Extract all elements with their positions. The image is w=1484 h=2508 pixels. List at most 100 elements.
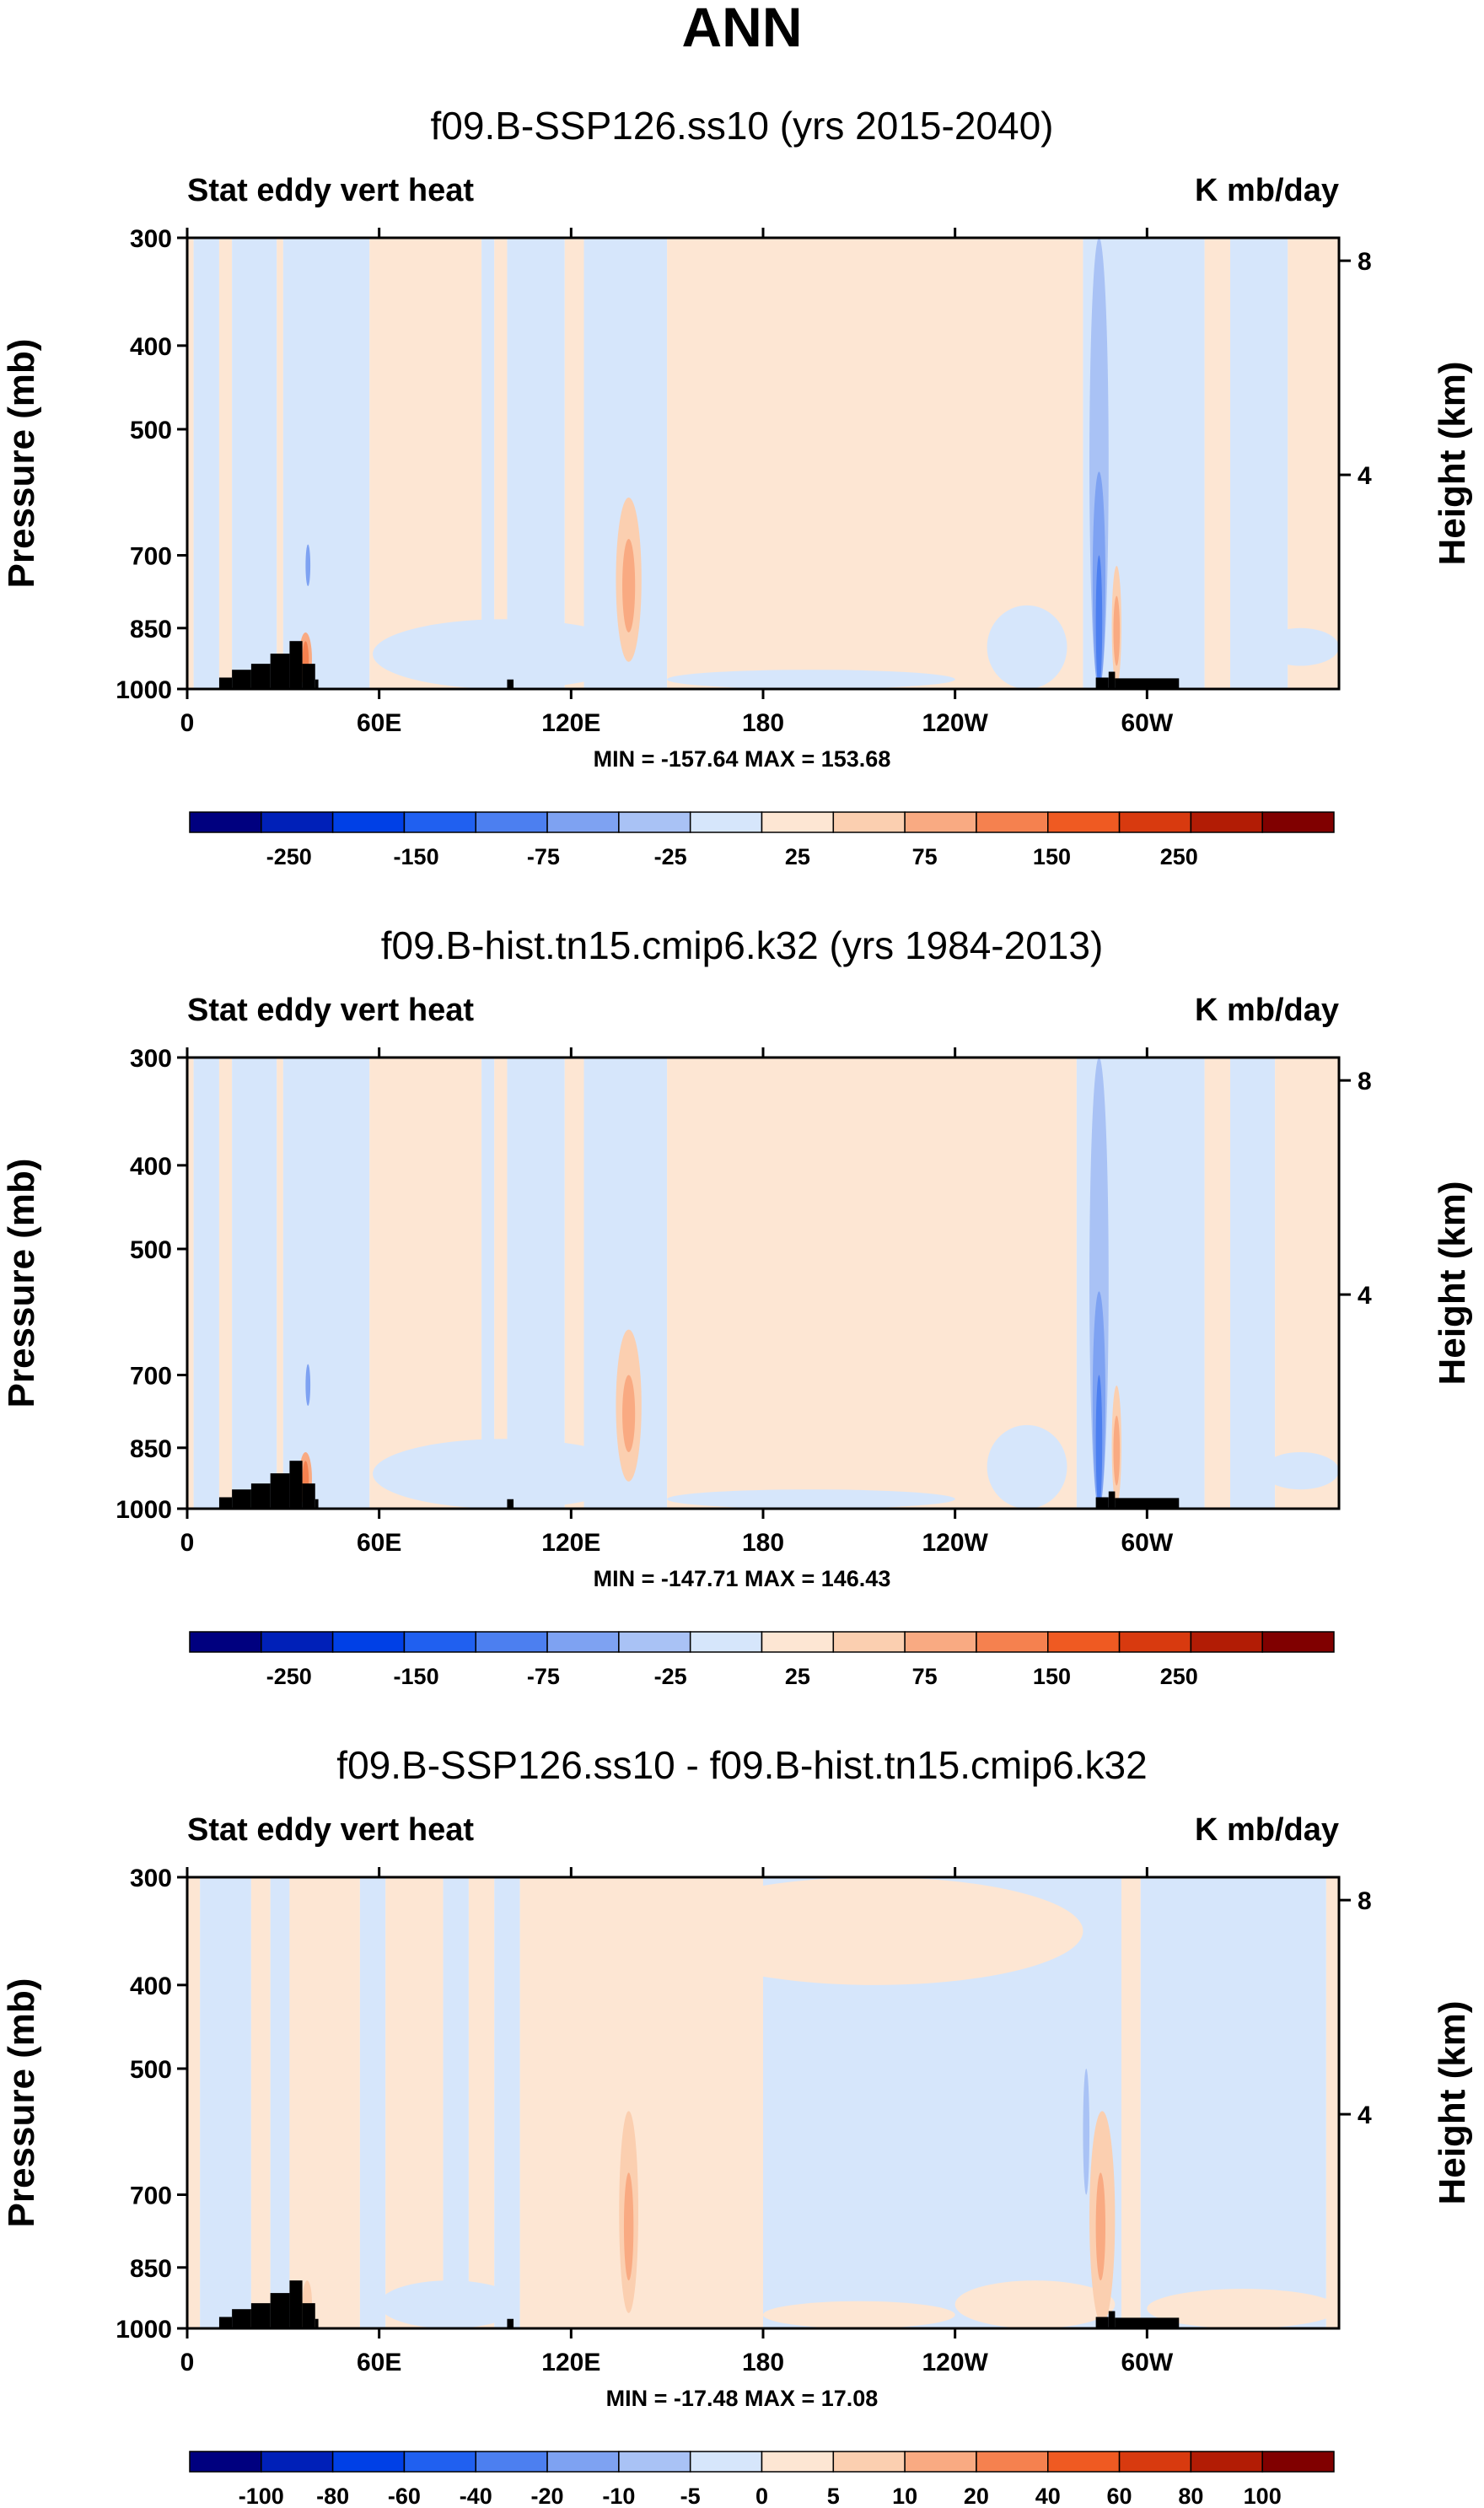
units-label: K mb/day (1195, 1812, 1339, 1848)
colorbar-swatch (261, 1631, 334, 1653)
variable-label: Stat eddy vert heat (187, 993, 474, 1028)
colorbar-swatch (546, 1631, 620, 1653)
colorbar-swatch (1261, 811, 1335, 833)
contour-band (250, 1877, 271, 2328)
topography-mask (507, 1499, 514, 1509)
contour-band (494, 1058, 508, 1509)
figure-title: ANN (682, 0, 803, 58)
contour-band (193, 238, 219, 689)
height-tick-label: 4 (1358, 2102, 1372, 2129)
contour-band (187, 1058, 194, 1509)
contour-feature (1113, 1415, 1121, 1486)
contour-band (1275, 1058, 1339, 1509)
colorbar-label: 150 (1033, 844, 1071, 869)
topography-mask (1115, 678, 1180, 689)
contour-feature (763, 2301, 955, 2328)
colorbar-swatch (761, 811, 835, 833)
colorbar-swatch (832, 811, 906, 833)
panel-subtitle: f09.B-SSP126.ss10 (yrs 2015-2040) (431, 104, 1054, 148)
x-tick-label: 120E (541, 2349, 600, 2376)
colorbar-label: -150 (394, 1664, 439, 1689)
colorbar-swatch (189, 811, 262, 833)
panels: f09.B-SSP126.ss10 (yrs 2015-2040) Stat ed… (1, 104, 1473, 2508)
colorbar-label: -75 (527, 1664, 560, 1689)
topography-mask (1108, 671, 1116, 689)
height-axis-label: Height (km) (1432, 2001, 1473, 2205)
panel-1: f09.B-SSP126.ss10 (yrs 2015-2040) Stat ed… (1, 104, 1473, 869)
contour-band (507, 238, 565, 689)
topography-mask (315, 2318, 319, 2328)
contour-feature (1083, 2068, 1090, 2195)
topography-mask (270, 1473, 290, 1509)
x-tick-label: 0 (180, 2349, 195, 2376)
y-tick-label: 700 (130, 543, 172, 571)
contour-feature (1095, 1375, 1103, 1509)
min-max-readout: MIN = -17.48 MAX = 17.08 (606, 2386, 879, 2411)
topography-mask (218, 677, 233, 689)
y-axis-label: Pressure (mb) (1, 339, 42, 589)
y-tick-label: 300 (130, 225, 172, 253)
height-tick-label: 4 (1358, 462, 1372, 490)
colorbar-swatch (261, 811, 334, 833)
topography-mask (289, 641, 303, 689)
colorbar-label: 10 (892, 2484, 917, 2508)
y-tick-label: 850 (130, 616, 172, 643)
contour-band (359, 1877, 386, 2328)
topography-mask (218, 1497, 233, 1509)
y-tick-label: 300 (130, 1045, 172, 1073)
contour-feature (373, 1439, 636, 1509)
colorbar: -250 -150 -75 -25 25 75 150 250 (189, 1631, 1335, 1689)
min-max-readout: MIN = -157.64 MAX = 153.68 (594, 746, 891, 772)
contour-band (443, 1877, 469, 2328)
colorbar-label: -100 (239, 2484, 284, 2508)
panel-subtitle: f09.B-SSP126.ss10 - f09.B-hist.tn15.cmip… (336, 1743, 1147, 1787)
colorbar-label: 5 (827, 2484, 840, 2508)
colorbar-swatch (618, 1631, 691, 1653)
colorbar-label: -10 (602, 2484, 635, 2508)
variable-label: Stat eddy vert heat (187, 1812, 474, 1848)
contour-band (564, 1058, 584, 1509)
height-tick-label: 8 (1358, 1068, 1372, 1095)
x-tick-label: 120W (922, 709, 988, 737)
colorbar-label: 0 (755, 2484, 768, 2508)
topography-mask (1108, 1491, 1116, 1509)
colorbar-label: 40 (1035, 2484, 1061, 2508)
x-tick-label: 120E (541, 1529, 600, 1557)
y-tick-label: 500 (130, 1236, 172, 1264)
units-label: K mb/day (1195, 993, 1339, 1028)
colorbar-label: -40 (460, 2484, 492, 2508)
contour-band (369, 1058, 482, 1509)
y-axis-label: Pressure (mb) (1, 1978, 42, 2228)
panel-subtitle: f09.B-hist.tn15.cmip6.k32 (yrs 1984-2013… (381, 923, 1104, 967)
contour-feature (954, 2280, 1116, 2328)
colorbar-label: 250 (1160, 1664, 1198, 1689)
colorbar-swatch (904, 811, 977, 833)
colorbar-swatch (618, 811, 691, 833)
topography-mask (232, 2309, 251, 2328)
contour-band (1140, 1877, 1326, 2328)
colorbar-swatch (475, 2451, 548, 2473)
contour-band (1229, 1058, 1276, 1509)
x-tick-label: 0 (180, 709, 195, 737)
colorbar-swatch (976, 811, 1049, 833)
colorbar-label: 75 (912, 844, 938, 869)
topography-mask (302, 2303, 315, 2328)
colorbar-swatch (1190, 2451, 1263, 2473)
contour-band (369, 238, 482, 689)
topography-mask (250, 664, 271, 689)
topography-mask (270, 654, 290, 689)
contour-band (481, 238, 495, 689)
x-tick-label: 120W (922, 1529, 988, 1557)
contour-feature (1261, 1451, 1339, 1490)
contour-feature (622, 1375, 636, 1452)
colorbar-swatch (1261, 2451, 1335, 2473)
x-tick-label: 60W (1121, 709, 1173, 737)
colorbar-swatch (1261, 1631, 1335, 1653)
colorbar-swatch (1190, 1631, 1263, 1653)
contour-feature (667, 670, 955, 689)
colorbar-label: -60 (388, 2484, 421, 2508)
contour-band (270, 1877, 290, 2328)
contour-band (481, 1058, 495, 1509)
colorbar-swatch (546, 2451, 620, 2473)
contour-feature (1095, 555, 1103, 689)
